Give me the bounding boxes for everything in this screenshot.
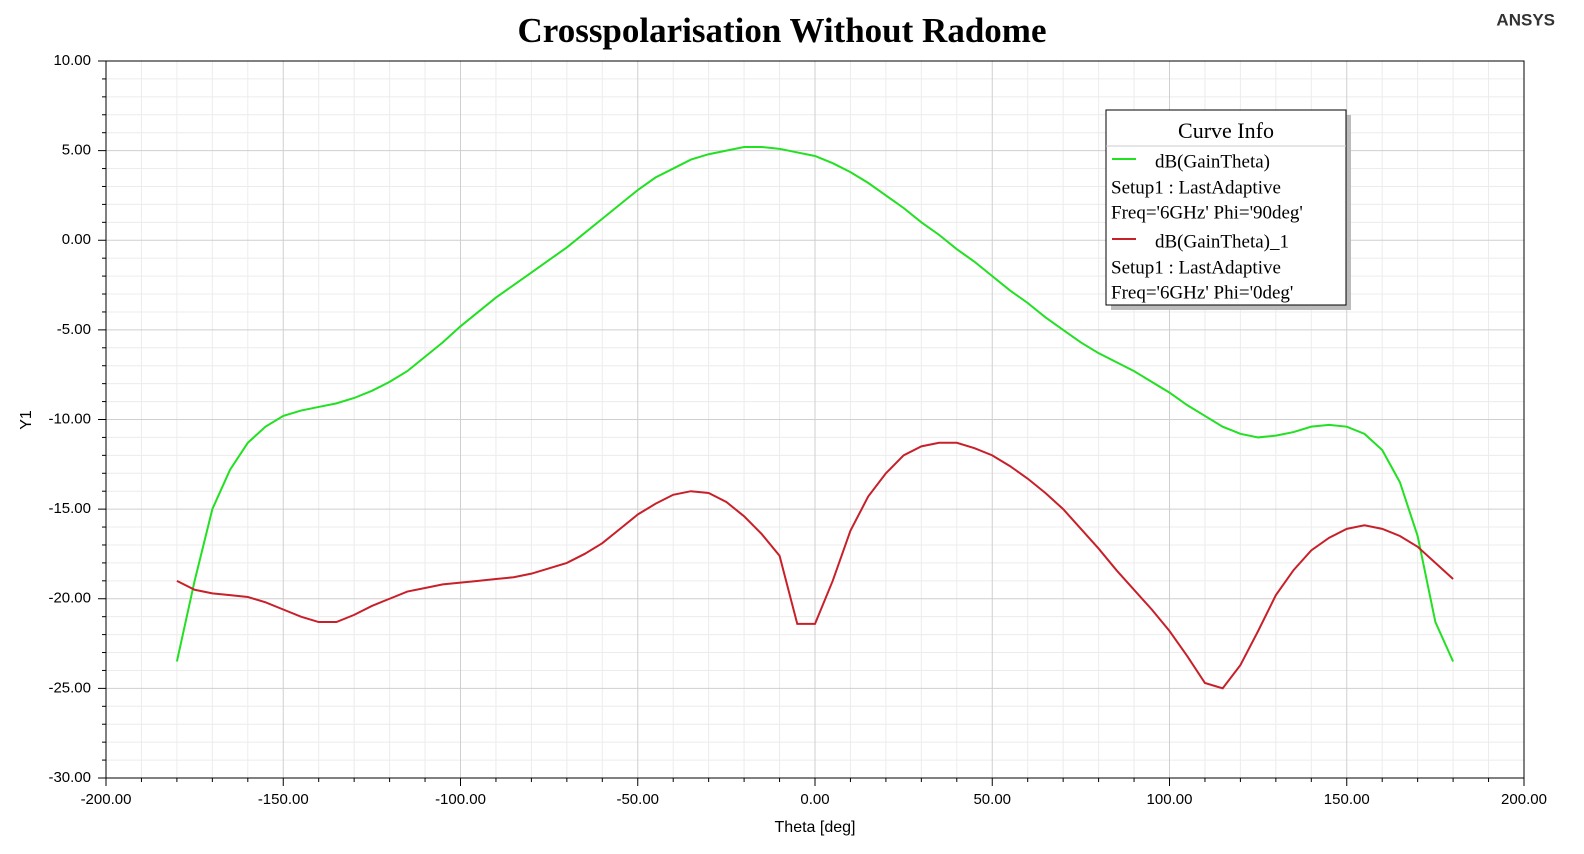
legend-title: Curve Info (1178, 118, 1274, 143)
series-line (175, 146, 1455, 662)
y-tick-label: -20.00 (48, 590, 91, 607)
legend-variation: Freq='6GHz' Phi='0deg' (1111, 282, 1293, 303)
legend-setup: Setup1 : LastAdaptive (1111, 177, 1281, 198)
chart-title: Crosspolarisation Without Radome (518, 11, 1047, 50)
legend-label: dB(GainTheta) (1155, 151, 1270, 172)
plot-frame (105, 60, 1525, 779)
x-tick-label: -150.00 (258, 791, 309, 808)
x-tick-label: -200.00 (81, 791, 132, 808)
y-axis-label: Y1 (18, 410, 35, 430)
y-tick-label: -30.00 (48, 769, 91, 786)
y-tick-label: 5.00 (62, 142, 91, 159)
x-tick-label: -50.00 (616, 791, 659, 808)
x-tick-label: 200.00 (1501, 791, 1547, 808)
legend (1105, 109, 1347, 306)
legend-label: dB(GainTheta)_1 (1155, 231, 1289, 252)
x-tick-label: 0.00 (800, 791, 829, 808)
x-tick-label: 100.00 (1147, 791, 1193, 808)
x-axis-label: Theta [deg] (775, 819, 856, 836)
y-tick-label: 0.00 (62, 231, 91, 248)
y-tick-label: 10.00 (53, 52, 91, 69)
y-tick-label: -15.00 (48, 500, 91, 517)
y-tick-label: -5.00 (57, 321, 91, 338)
brand: ANSYS (1496, 10, 1555, 29)
x-tick-label: 50.00 (973, 791, 1011, 808)
y-tick-label: -25.00 (48, 679, 91, 696)
series-line (176, 441, 1454, 690)
x-tick-label: -100.00 (435, 791, 486, 808)
legend-setup: Setup1 : LastAdaptive (1111, 257, 1281, 278)
x-tick-label: 150.00 (1324, 791, 1370, 808)
legend-variation: Freq='6GHz' Phi='90deg' (1111, 202, 1303, 223)
y-tick-label: -10.00 (48, 410, 91, 427)
